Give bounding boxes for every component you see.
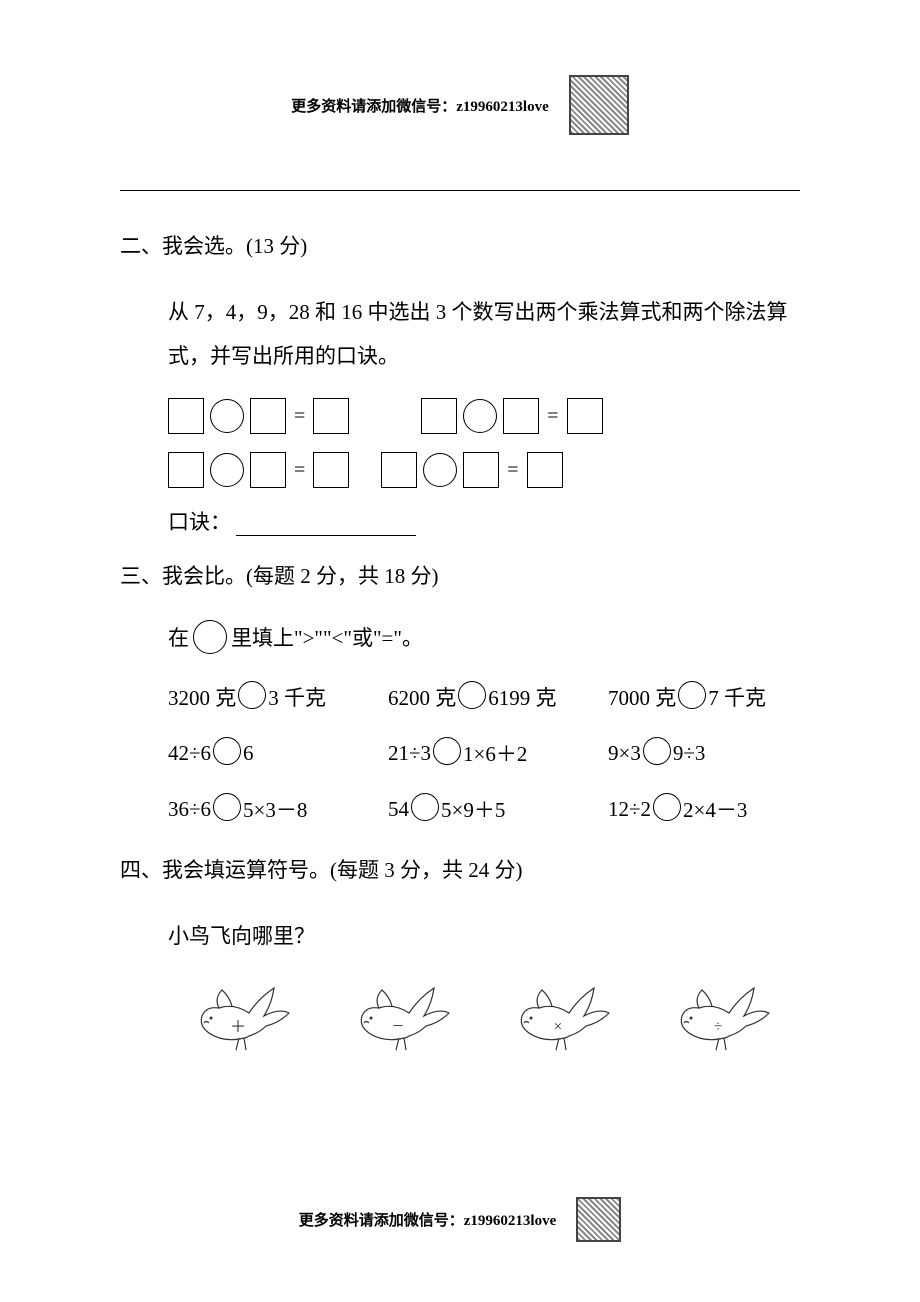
compare-right: 9÷3 — [673, 741, 706, 766]
blank-circle[interactable] — [643, 737, 671, 765]
section-3-body: 在 里填上">""<"或"="。 3200 克 3 千克 6200 克 6199… — [168, 620, 800, 824]
compare-right: 3 千克 — [268, 682, 326, 712]
instr-post: 里填上">""<"或"="。 — [231, 622, 423, 652]
section-4-title: 四、我会填运算符号。(每题 3 分，共 24 分) — [120, 854, 800, 884]
comparison-grid: 3200 克 3 千克 6200 克 6199 克 7000 克 7 千克 42… — [168, 682, 800, 824]
compare-left: 36÷6 — [168, 797, 211, 822]
compare-right: 2×4－3 — [683, 794, 747, 824]
qr-code-icon — [569, 75, 629, 135]
svg-text:÷: ÷ — [714, 1019, 722, 1035]
koujue-blank[interactable] — [236, 512, 416, 536]
blank-circle[interactable] — [463, 399, 497, 433]
blank-circle[interactable] — [213, 793, 241, 821]
compare-right: 1×6＋2 — [463, 738, 527, 768]
page-footer: 更多资料请添加微信号：z19960213love — [0, 1197, 920, 1242]
blank-box[interactable] — [168, 398, 204, 434]
compare-right: 6 — [243, 741, 254, 766]
page-header: 更多资料请添加微信号：z19960213love — [0, 75, 920, 135]
blank-circle[interactable] — [433, 737, 461, 765]
section-3-title: 三、我会比。(每题 2 分，共 18 分) — [120, 560, 800, 590]
horizontal-rule — [120, 190, 800, 191]
blank-box[interactable] — [313, 452, 349, 488]
compare-right: 7 千克 — [708, 682, 766, 712]
equals-sign: = — [545, 405, 560, 428]
compare-item: 3200 克 3 千克 — [168, 682, 360, 712]
bird-plus-icon: ＋ — [184, 978, 304, 1058]
blank-circle[interactable] — [238, 681, 266, 709]
equation-row-2: = = — [168, 452, 800, 488]
blank-circle[interactable] — [210, 453, 244, 487]
compare-right: 5×9＋5 — [441, 794, 505, 824]
compare-right: 6199 克 — [488, 682, 556, 712]
blank-box[interactable] — [503, 398, 539, 434]
blank-box[interactable] — [250, 398, 286, 434]
equals-sign: = — [292, 459, 307, 482]
compare-item: 42÷6 6 — [168, 738, 360, 768]
compare-item: 6200 克 6199 克 — [388, 682, 580, 712]
bird-multiply-icon: × — [504, 978, 624, 1058]
equation-3: = — [168, 452, 349, 488]
compare-left: 54 — [388, 797, 409, 822]
footer-text: 更多资料请添加微信号：z19960213love — [299, 1209, 556, 1230]
svg-text:×: × — [554, 1019, 562, 1035]
equation-1: = — [168, 398, 349, 434]
compare-right: 5×3－8 — [243, 794, 307, 824]
blank-circle — [193, 620, 227, 654]
svg-text:＋: ＋ — [230, 1019, 246, 1036]
main-content: 二、我会选。(13 分) 从 7，4，9，28 和 16 中选出 3 个数写出两… — [120, 220, 800, 1058]
compare-left: 3200 克 — [168, 682, 236, 712]
blank-box[interactable] — [527, 452, 563, 488]
compare-item: 54 5×9＋5 — [388, 794, 580, 824]
bird-divide-icon: ÷ — [664, 978, 784, 1058]
equation-row-1: = = — [168, 398, 800, 434]
compare-item: 12÷2 2×4－3 — [608, 794, 800, 824]
section-4-instruction: 小鸟飞向哪里？ — [168, 914, 800, 958]
birds-row: ＋ – × ÷ — [168, 978, 800, 1058]
compare-left: 12÷2 — [608, 797, 651, 822]
blank-circle[interactable] — [653, 793, 681, 821]
blank-circle[interactable] — [458, 681, 486, 709]
header-text: 更多资料请添加微信号：z19960213love — [291, 95, 548, 116]
compare-item: 21÷3 1×6＋2 — [388, 738, 580, 768]
section-3-instruction: 在 里填上">""<"或"="。 — [168, 620, 800, 654]
qr-code-icon — [576, 1197, 621, 1242]
blank-box[interactable] — [168, 452, 204, 488]
equals-sign: = — [505, 459, 520, 482]
equation-4: = — [381, 452, 562, 488]
blank-circle[interactable] — [678, 681, 706, 709]
section-2-body: 从 7，4，9，28 和 16 中选出 3 个数写出两个乘法算式和两个除法算式，… — [168, 290, 800, 536]
blank-box[interactable] — [421, 398, 457, 434]
section-2-instruction: 从 7，4，9，28 和 16 中选出 3 个数写出两个乘法算式和两个除法算式，… — [168, 290, 800, 378]
blank-box[interactable] — [463, 452, 499, 488]
svg-text:–: – — [393, 1014, 404, 1034]
section-4-body: 小鸟飞向哪里？ ＋ – × — [168, 914, 800, 1058]
blank-box[interactable] — [250, 452, 286, 488]
blank-box[interactable] — [567, 398, 603, 434]
compare-left: 9×3 — [608, 741, 641, 766]
blank-circle[interactable] — [213, 737, 241, 765]
koujue-label: 口诀： — [168, 510, 231, 534]
bird-minus-icon: – — [344, 978, 464, 1058]
blank-box[interactable] — [313, 398, 349, 434]
equation-2: = — [421, 398, 602, 434]
section-2-title: 二、我会选。(13 分) — [120, 230, 800, 260]
compare-left: 7000 克 — [608, 682, 676, 712]
blank-circle[interactable] — [411, 793, 439, 821]
blank-circle[interactable] — [423, 453, 457, 487]
compare-left: 42÷6 — [168, 741, 211, 766]
koujue-line: 口诀： — [168, 506, 800, 536]
compare-item: 9×3 9÷3 — [608, 738, 800, 768]
compare-item: 7000 克 7 千克 — [608, 682, 800, 712]
blank-circle[interactable] — [210, 399, 244, 433]
blank-box[interactable] — [381, 452, 417, 488]
compare-item: 36÷6 5×3－8 — [168, 794, 360, 824]
compare-left: 6200 克 — [388, 682, 456, 712]
compare-left: 21÷3 — [388, 741, 431, 766]
equals-sign: = — [292, 405, 307, 428]
instr-pre: 在 — [168, 622, 189, 652]
